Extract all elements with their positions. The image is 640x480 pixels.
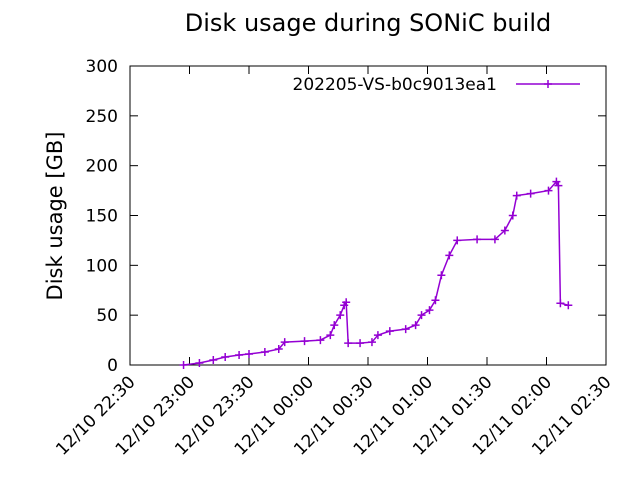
data-point (280, 338, 289, 347)
data-point (473, 235, 482, 244)
y-tick-label: 300 (86, 57, 118, 77)
data-point (367, 338, 376, 347)
y-tick-label: 0 (107, 356, 118, 376)
data-point (411, 321, 420, 330)
data-point (490, 235, 499, 244)
data-point (508, 211, 517, 220)
data-point (245, 350, 253, 359)
data-point (431, 296, 440, 305)
data-point (512, 191, 521, 200)
data-point (554, 181, 563, 190)
legend-marker (544, 80, 552, 88)
data-line (183, 180, 569, 366)
data-point (385, 327, 394, 336)
data-point (342, 298, 351, 307)
data-point (300, 337, 309, 346)
y-tick-label: 150 (86, 207, 118, 227)
data-point (336, 311, 345, 320)
data-point (373, 331, 382, 340)
data-point (209, 356, 218, 365)
data-point (344, 339, 353, 348)
data-point (326, 331, 335, 340)
data-point (564, 301, 573, 310)
data-point (260, 348, 269, 357)
data-point (526, 189, 535, 198)
chart-title: Disk usage during SONiC build (185, 9, 551, 37)
data-point (274, 345, 283, 354)
data-point (316, 336, 325, 345)
legend-label: 202205-VS-b0c9013ea1 (293, 75, 498, 95)
data-point (235, 351, 244, 360)
data-point (445, 251, 454, 260)
data-point (195, 359, 204, 368)
data-point (453, 236, 462, 245)
data-point (437, 271, 446, 280)
y-tick-label: 200 (86, 157, 118, 177)
y-tick-label: 50 (96, 306, 118, 326)
data-point (425, 306, 434, 315)
data-point (401, 325, 410, 334)
data-point (221, 353, 230, 362)
y-tick-label: 100 (86, 256, 118, 276)
data-point (179, 361, 188, 369)
data-point (417, 311, 426, 320)
y-tick-label: 250 (86, 107, 118, 127)
data-point (500, 226, 509, 235)
data-point (544, 186, 553, 195)
y-axis-label: Disk usage [GB] (43, 132, 67, 301)
data-point (356, 339, 365, 348)
data-point (556, 299, 565, 308)
data-point (330, 321, 339, 330)
